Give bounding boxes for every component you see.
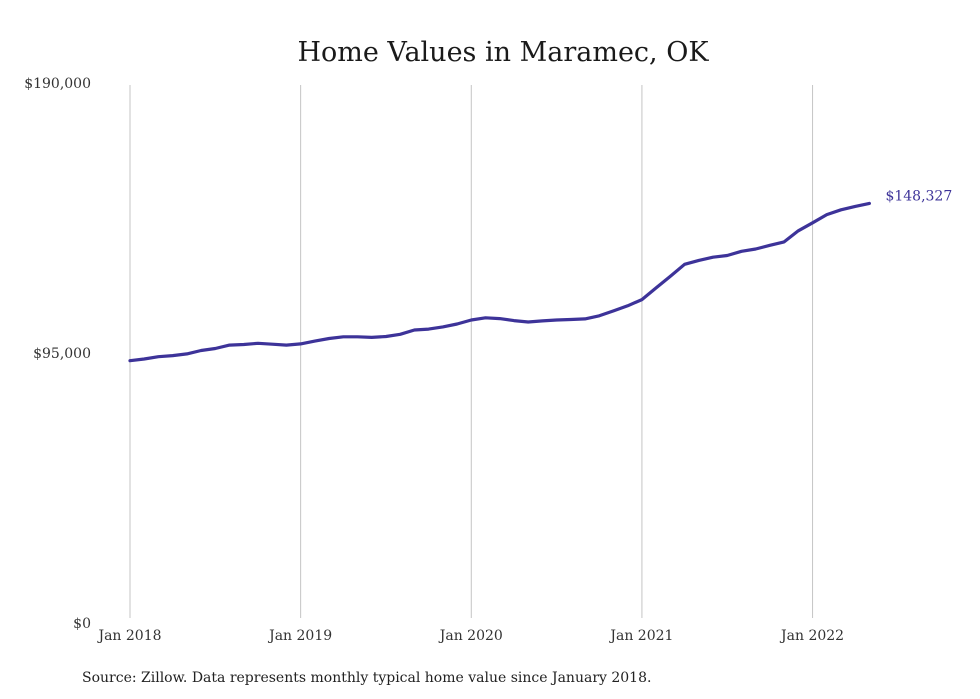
y-tick-label: $95,000 <box>33 346 91 362</box>
x-tick-label: Jan 2018 <box>96 628 161 644</box>
x-tick-label: Jan 2022 <box>779 628 844 644</box>
chart-title: Home Values in Maramec, OK <box>297 37 709 68</box>
y-tick-label: $0 <box>73 616 91 632</box>
source-note: Source: Zillow. Data represents monthly … <box>82 670 651 686</box>
series-line-home-value <box>128 201 871 363</box>
x-tick-label: Jan 2021 <box>608 628 673 644</box>
y-tick-label: $190,000 <box>24 76 91 92</box>
y-tick-labels: $0 $95,000 $190,000 <box>24 76 91 632</box>
x-tick-labels: Jan 2018 Jan 2019 Jan 2020 Jan 2021 Jan 2022 <box>96 628 844 644</box>
end-value-label: $148,327 <box>885 188 952 204</box>
x-tick-label: Jan 2020 <box>438 628 503 644</box>
x-tick-label: Jan 2019 <box>267 628 332 644</box>
gridlines <box>129 85 814 618</box>
